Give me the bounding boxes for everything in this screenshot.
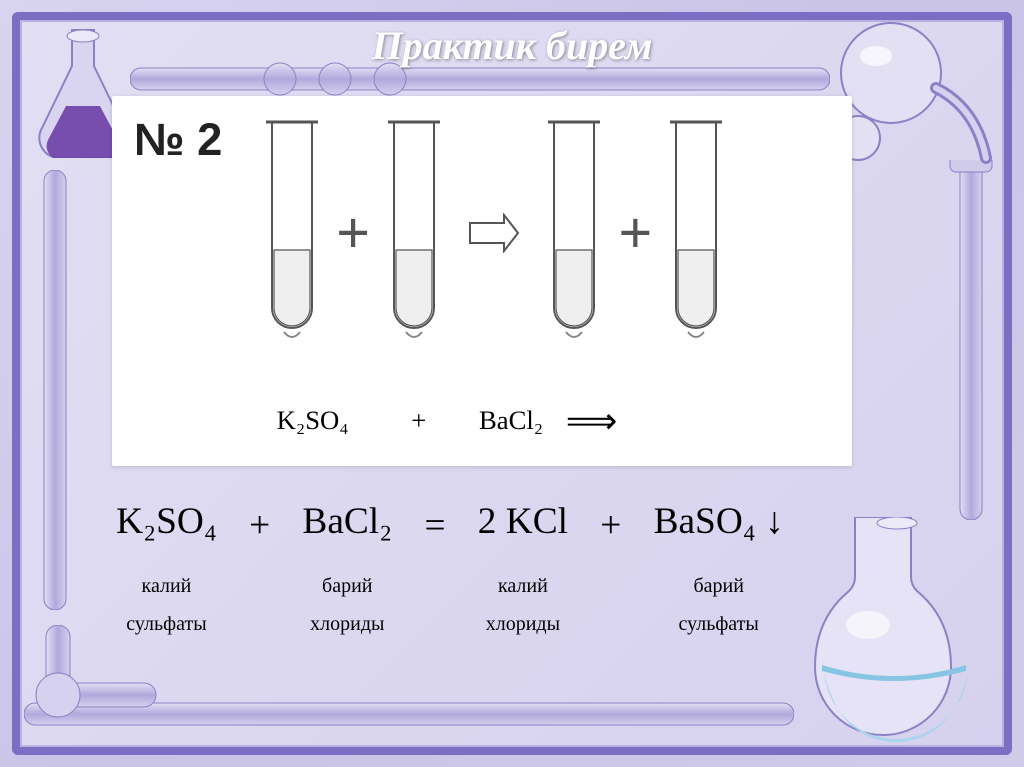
reactant-tubes: +	[262, 118, 444, 348]
equation-name-line2: хлориды	[486, 605, 560, 643]
test-tube-icon	[666, 118, 726, 348]
equation-op: +	[249, 504, 270, 547]
equation-op: +	[600, 504, 621, 547]
diagram-card: № 2 +	[112, 96, 852, 466]
equation-term: BaSO₄ ↓ барий сульфаты	[654, 500, 784, 643]
equation-formula: K₂SO₄	[116, 500, 217, 543]
test-tube-icon	[384, 118, 444, 348]
bottomleft-elbow-icon	[28, 625, 158, 745]
bottomright-flask-icon	[788, 517, 998, 747]
equation-term: K₂SO₄ калий сульфаты	[116, 500, 217, 643]
equation-term: BaCl₂ барий хлориды	[302, 500, 392, 643]
arrow-text-icon: ⟹	[566, 401, 618, 441]
right-pipe-decoration	[940, 160, 1000, 520]
arrow-icon	[466, 203, 522, 263]
exercise-number: № 2	[134, 114, 222, 166]
equation-formula: 2 KCl	[478, 500, 568, 543]
equation-name-line1: калий	[486, 567, 560, 605]
equation-name-line2: хлориды	[310, 605, 384, 643]
equation-name-line1: калий	[126, 567, 206, 605]
equation-name-line1: барий	[310, 567, 384, 605]
test-tube-icon	[544, 118, 604, 348]
plus-icon: +	[336, 203, 370, 263]
slide-title: Практик бирем	[0, 22, 1024, 69]
equation-op: =	[424, 504, 445, 547]
equation-name-line1: барий	[679, 567, 759, 605]
product-tubes: +	[544, 118, 726, 348]
card-formula-line: K₂SO₄ + BaCl₂ ⟹	[112, 400, 852, 442]
equation-formula: BaSO₄ ↓	[654, 500, 784, 543]
equation-formula: BaCl₂	[302, 500, 392, 543]
left-pipe-decoration	[24, 170, 84, 610]
test-tube-row: + +	[262, 118, 812, 348]
equation-name-line2: сульфаты	[126, 605, 206, 643]
plus-text: +	[411, 405, 426, 435]
equation-term: 2 KCl калий хлориды	[478, 500, 568, 643]
reagent-right: BaCl₂	[479, 405, 543, 435]
equation-row: K₂SO₄ калий сульфаты + BaCl₂ барий хлори…	[100, 500, 800, 643]
reagent-left: K₂SO₄	[277, 405, 349, 435]
test-tube-icon	[262, 118, 322, 348]
plus-icon: +	[618, 203, 652, 263]
equation-name-line2: сульфаты	[679, 605, 759, 643]
